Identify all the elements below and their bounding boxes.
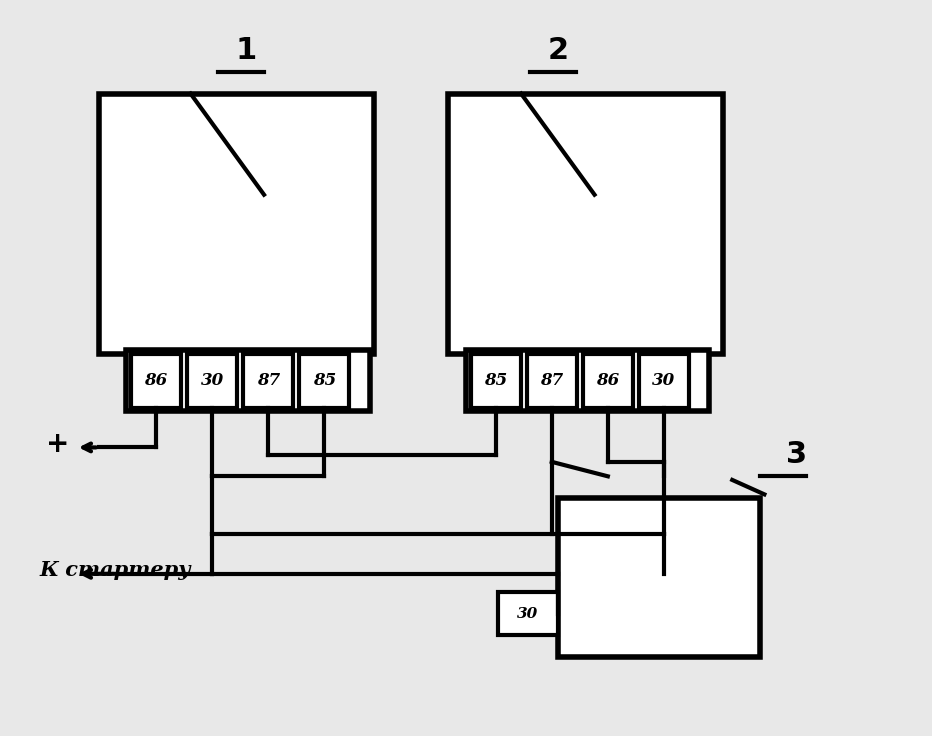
Bar [471,353,521,408]
Bar [299,353,350,408]
Text: 3: 3 [786,440,807,469]
Bar [527,353,577,408]
Bar [466,350,709,411]
Text: 1: 1 [235,36,256,65]
Bar [99,93,374,353]
Text: 85: 85 [312,372,336,389]
Text: 85: 85 [485,372,507,389]
Text: 30: 30 [200,372,224,389]
Bar [447,93,723,353]
Bar [638,353,689,408]
Bar [187,353,238,408]
Bar [127,350,370,411]
Bar [130,353,182,408]
Text: 86: 86 [596,372,620,389]
Text: К стартеру: К стартеру [39,560,191,580]
Text: 87: 87 [256,372,280,389]
Text: 86: 86 [144,372,168,389]
Bar [243,353,294,408]
Text: 30: 30 [517,606,539,620]
Bar [558,498,760,657]
Text: +: + [46,430,69,458]
Bar [582,353,633,408]
Text: 30: 30 [652,372,676,389]
Text: 2: 2 [547,36,569,65]
Text: 87: 87 [541,372,564,389]
Bar [498,592,558,635]
